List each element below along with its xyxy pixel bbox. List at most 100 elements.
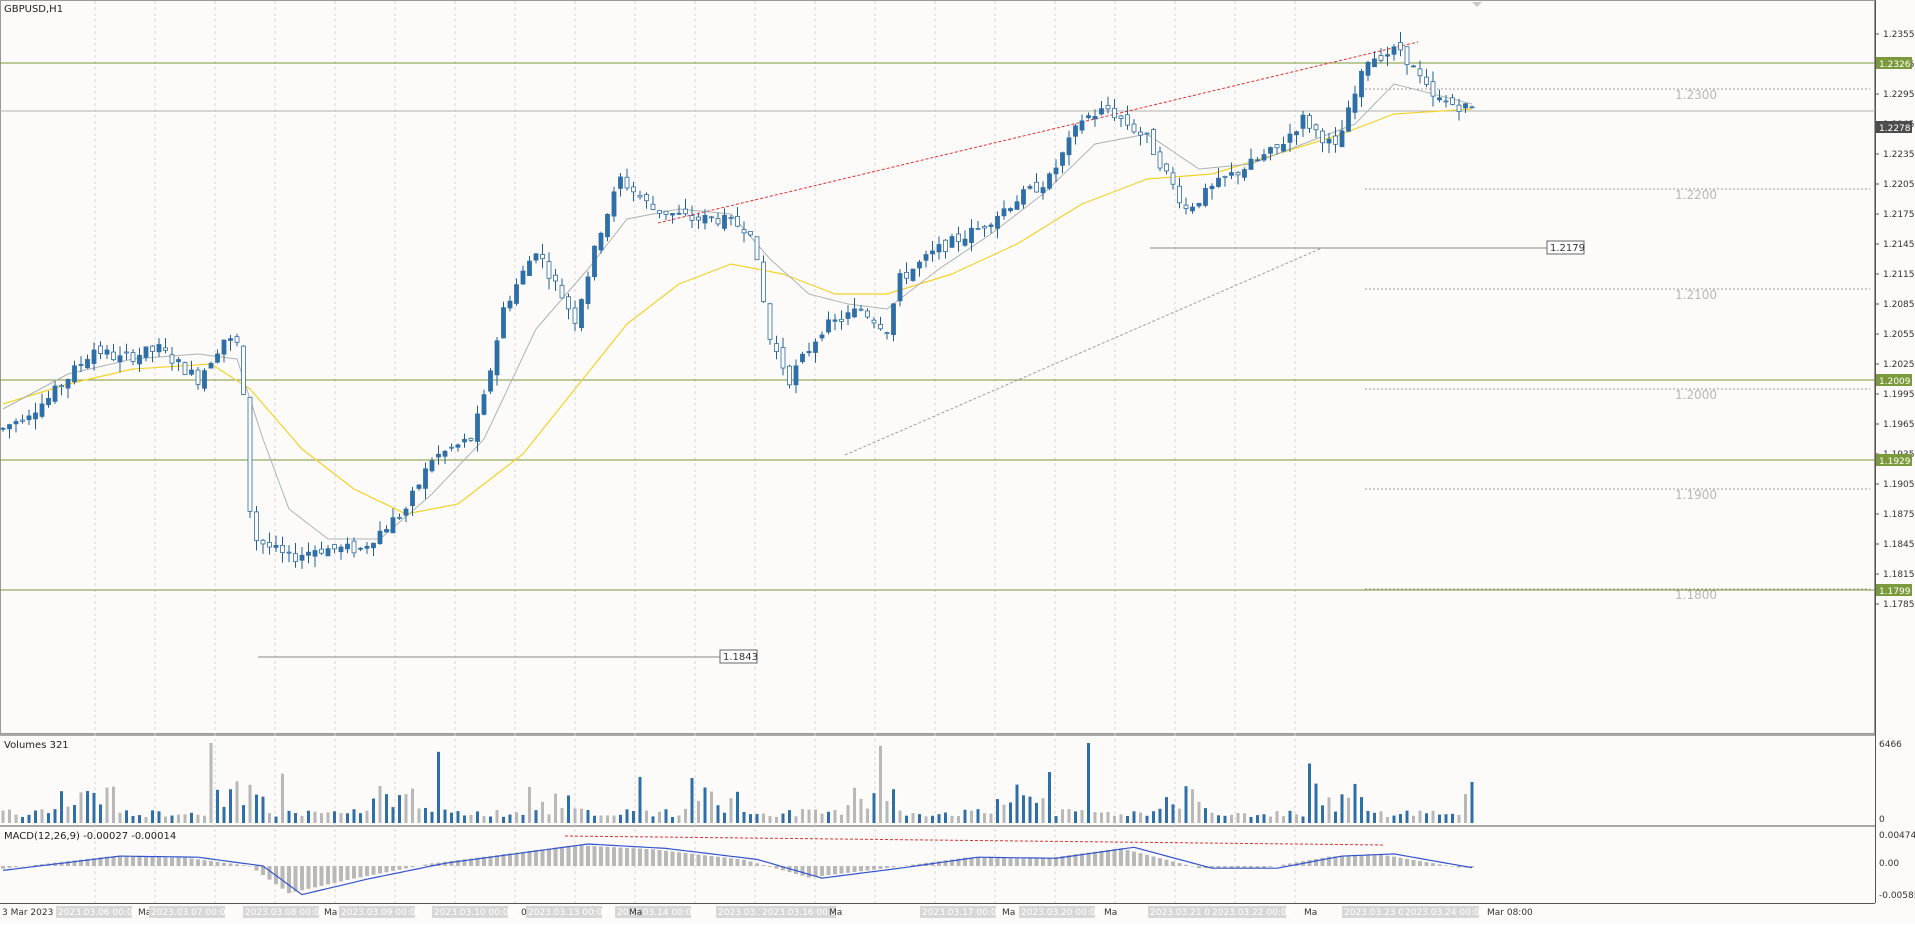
macd-histogram-bar xyxy=(606,847,610,866)
volume-bar xyxy=(28,815,31,823)
candle-body xyxy=(677,213,681,214)
macd-histogram-bar xyxy=(1197,866,1201,868)
macd-histogram-bar xyxy=(814,866,818,877)
candle-body xyxy=(534,254,538,260)
candle-body xyxy=(755,237,759,260)
volume-bar xyxy=(613,816,616,823)
candle-body xyxy=(567,297,571,309)
candle-body xyxy=(294,554,298,562)
volume-bar xyxy=(593,816,596,823)
candle-body xyxy=(274,545,278,547)
candle-body xyxy=(950,237,954,248)
candle-body xyxy=(749,231,753,234)
macd-histogram-bar xyxy=(651,849,655,866)
volume-bar xyxy=(1302,816,1305,823)
volume-bar xyxy=(749,814,752,823)
volume-bar xyxy=(801,809,804,823)
volume-bar xyxy=(184,814,187,823)
candle-body xyxy=(1178,186,1182,203)
macd-histogram-bar xyxy=(599,846,603,866)
volume-bar xyxy=(483,816,486,823)
candle-body xyxy=(1373,59,1377,67)
price-tick-label: 1.1785 xyxy=(1883,600,1915,610)
macd-histogram-bar xyxy=(411,866,415,867)
volume-bar xyxy=(1178,809,1181,823)
macd-histogram-bar xyxy=(866,866,870,870)
volume-bar xyxy=(951,816,954,823)
macd-histogram-bar xyxy=(1438,864,1442,866)
volumes-title: Volumes 321 xyxy=(4,740,69,751)
candle-body xyxy=(411,491,415,505)
time-label: 2023.03.22 00:00 xyxy=(1212,908,1293,918)
candle-body xyxy=(697,217,701,220)
candle-body xyxy=(638,195,642,197)
price-tick-label: 1.2025 xyxy=(1883,360,1915,370)
macd-histogram-bar xyxy=(619,848,623,866)
candle-body xyxy=(963,239,967,245)
macd-histogram-bar xyxy=(1360,855,1364,866)
volume-bar xyxy=(437,752,440,823)
macd-histogram-bar xyxy=(554,848,558,866)
volume-bar xyxy=(827,812,830,823)
macd-histogram-bar xyxy=(1399,858,1403,866)
macd-histogram-bar xyxy=(183,858,187,866)
macd-histogram-bar xyxy=(313,866,317,887)
candle-body xyxy=(47,398,51,404)
volume-bar xyxy=(145,817,148,823)
volume-bar xyxy=(1315,784,1318,823)
time-label: 2023.03.20 00:00 xyxy=(1021,908,1102,918)
candle-body xyxy=(209,363,213,368)
macd-histogram-bar xyxy=(424,865,428,866)
macd-histogram-bar xyxy=(755,863,759,866)
macd-histogram-bar xyxy=(749,862,753,866)
candle-body xyxy=(8,425,12,429)
candle-body xyxy=(1,428,5,429)
macd-histogram-bar xyxy=(1178,863,1182,866)
volume-bar xyxy=(54,809,57,823)
macd-histogram-bar xyxy=(586,846,590,866)
candle-body xyxy=(1035,182,1039,192)
candle-body xyxy=(99,346,103,354)
volume-bar xyxy=(223,807,226,823)
macd-histogram-bar xyxy=(1022,858,1026,866)
macd-histogram-bar xyxy=(580,845,584,866)
support-label-2: 1.2179 xyxy=(1550,243,1585,254)
volume-bar xyxy=(281,774,284,823)
macd-histogram-bar xyxy=(8,866,12,868)
candle-body xyxy=(222,340,226,354)
candle-body xyxy=(593,246,597,276)
volume-bar xyxy=(1074,811,1077,823)
candle-body xyxy=(918,262,922,268)
macd-histogram-bar xyxy=(567,846,571,866)
volume-bar xyxy=(236,781,239,823)
volume-bar xyxy=(34,811,37,823)
volume-bar xyxy=(1230,815,1233,823)
candle-body xyxy=(1457,105,1461,111)
candle-body xyxy=(404,509,408,515)
macd-histogram-bar xyxy=(391,866,395,871)
candle-body xyxy=(287,552,291,553)
candle-body xyxy=(248,397,252,511)
candle-body xyxy=(229,339,233,341)
macd-histogram-bar xyxy=(118,857,122,866)
price-tick-label: 1.1875 xyxy=(1883,510,1915,520)
macd-histogram-bar xyxy=(762,865,766,866)
macd-divergence-line[interactable] xyxy=(565,836,1385,845)
volume-bar xyxy=(496,810,499,823)
candle-body xyxy=(1132,124,1136,132)
macd-histogram-bar xyxy=(807,866,811,877)
macd-histogram-bar xyxy=(560,847,564,866)
candle-body xyxy=(528,261,532,275)
volume-bar xyxy=(886,801,889,823)
volume-bar xyxy=(314,812,317,823)
macd-histogram-bar xyxy=(144,857,148,866)
candle-body xyxy=(944,240,948,251)
candle-body xyxy=(469,438,473,440)
macd-histogram-bar xyxy=(1126,850,1130,866)
time-label: Mar 08:00 xyxy=(1487,908,1533,918)
price-tick-label: 1.2175 xyxy=(1883,210,1915,220)
volume-bar xyxy=(405,794,408,823)
candle-body xyxy=(1191,207,1195,211)
volume-bar xyxy=(158,811,161,823)
